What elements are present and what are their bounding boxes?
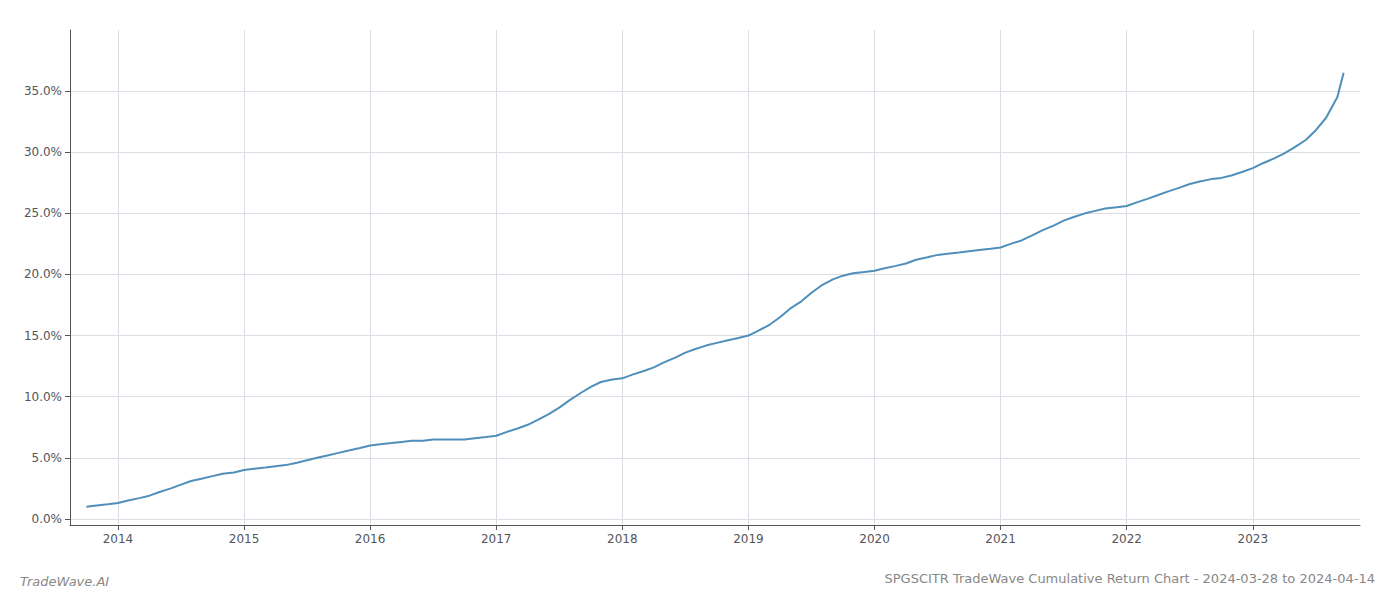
svg-text:SPGSCITR TradeWave Cumulative: SPGSCITR TradeWave Cumulative Return Cha… [884,571,1375,586]
svg-text:30.0%: 30.0% [24,145,62,159]
svg-text:2018: 2018 [607,532,638,546]
svg-text:15.0%: 15.0% [24,329,62,343]
svg-text:2021: 2021 [985,532,1016,546]
svg-text:5.0%: 5.0% [32,451,63,465]
svg-text:0.0%: 0.0% [32,512,63,526]
svg-text:20.0%: 20.0% [24,267,62,281]
svg-text:TradeWave.AI: TradeWave.AI [20,574,109,589]
svg-text:2023: 2023 [1238,532,1269,546]
svg-text:2020: 2020 [859,532,890,546]
svg-text:35.0%: 35.0% [24,84,62,98]
svg-text:2016: 2016 [355,532,386,546]
svg-text:2015: 2015 [229,532,260,546]
svg-text:25.0%: 25.0% [24,206,62,220]
svg-text:2014: 2014 [103,532,134,546]
svg-text:2017: 2017 [481,532,512,546]
svg-text:2019: 2019 [733,532,764,546]
svg-text:2022: 2022 [1111,532,1142,546]
svg-text:10.0%: 10.0% [24,390,62,404]
